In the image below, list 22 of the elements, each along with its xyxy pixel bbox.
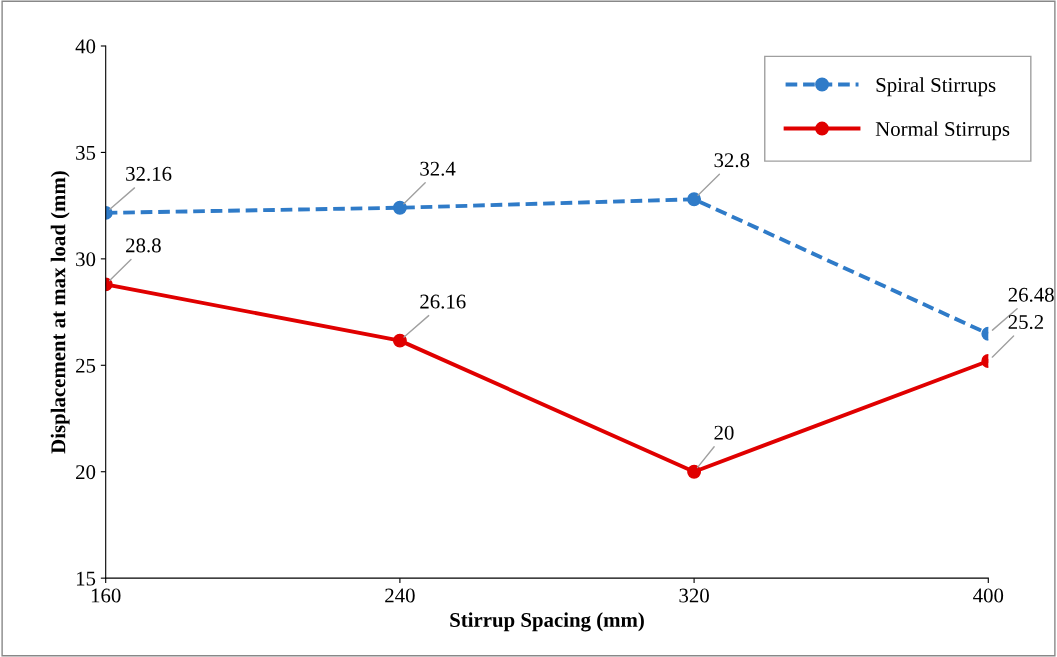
legend-label: Spiral Stirrups <box>876 77 996 97</box>
y-tick-label: 25 <box>76 358 96 373</box>
y-tick-label: 30 <box>76 252 96 267</box>
x-tick-label: 240 <box>385 588 415 603</box>
x-tick-label: 320 <box>679 588 709 603</box>
x-tick-label: 400 <box>973 588 1004 603</box>
y-tick-label: 20 <box>76 465 96 480</box>
x-axis-title: Stirrup Spacing (mm) <box>450 612 644 632</box>
data-label: 32.16 <box>126 166 172 181</box>
y-tick-label: 15 <box>76 571 96 586</box>
y-tick-label: 35 <box>76 145 96 160</box>
x-tick-label: 160 <box>91 588 121 603</box>
data-label: 32.8 <box>714 153 750 168</box>
data-label: 26.16 <box>420 294 466 309</box>
data-label: 28.8 <box>126 238 161 253</box>
y-axis-title: Displacement at max load (mm) <box>50 171 70 454</box>
data-label: 25.2 <box>1008 315 1044 330</box>
data-label: 20 <box>714 425 734 440</box>
data-label: 26.48 <box>1008 287 1054 302</box>
legend-label: Normal Stirrups <box>875 121 1010 141</box>
y-tick-label: 40 <box>75 39 96 54</box>
data-label: 32.4 <box>420 161 456 176</box>
